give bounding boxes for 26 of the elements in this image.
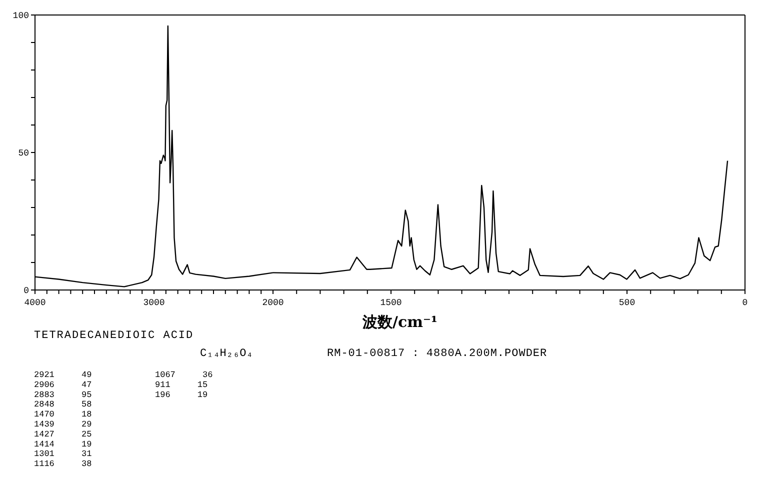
text: 196 19 (155, 390, 208, 400)
text: 1427 25 (34, 429, 92, 440)
text: 2883 95 (34, 390, 92, 400)
text: 1301 31 (34, 449, 92, 460)
x-tick-label: 1500 (380, 298, 402, 308)
text: 1067 36 (155, 370, 213, 380)
x-tick-label: 0 (742, 298, 748, 308)
x-tick-label: 2000 (262, 298, 284, 308)
text: C₁₄H₂₆O₄ (200, 348, 253, 360)
text: 911 15 (155, 380, 208, 390)
text: TETRADECANEDIOIC ACID (34, 330, 194, 342)
text: 2848 58 (34, 400, 92, 410)
y-tick-label: 100 (12, 11, 29, 21)
x-axis-title: 波数/cm⁻¹ (362, 313, 438, 331)
text: 2921 49 (34, 370, 92, 380)
y-tick-label: 0 (24, 286, 29, 296)
text: 1439 29 (34, 420, 92, 430)
x-tick-label: 500 (618, 298, 636, 308)
text: 1414 19 (34, 439, 92, 450)
x-tick-label: 3000 (143, 298, 165, 308)
x-tick-label: 4000 (24, 298, 46, 308)
text: RM-01-00817 : 4880A.200M.POWDER (327, 348, 548, 360)
y-tick-label: 50 (18, 148, 29, 158)
text: 1470 18 (34, 410, 92, 420)
text: 2906 47 (34, 380, 92, 390)
text: 1116 38 (34, 459, 92, 470)
